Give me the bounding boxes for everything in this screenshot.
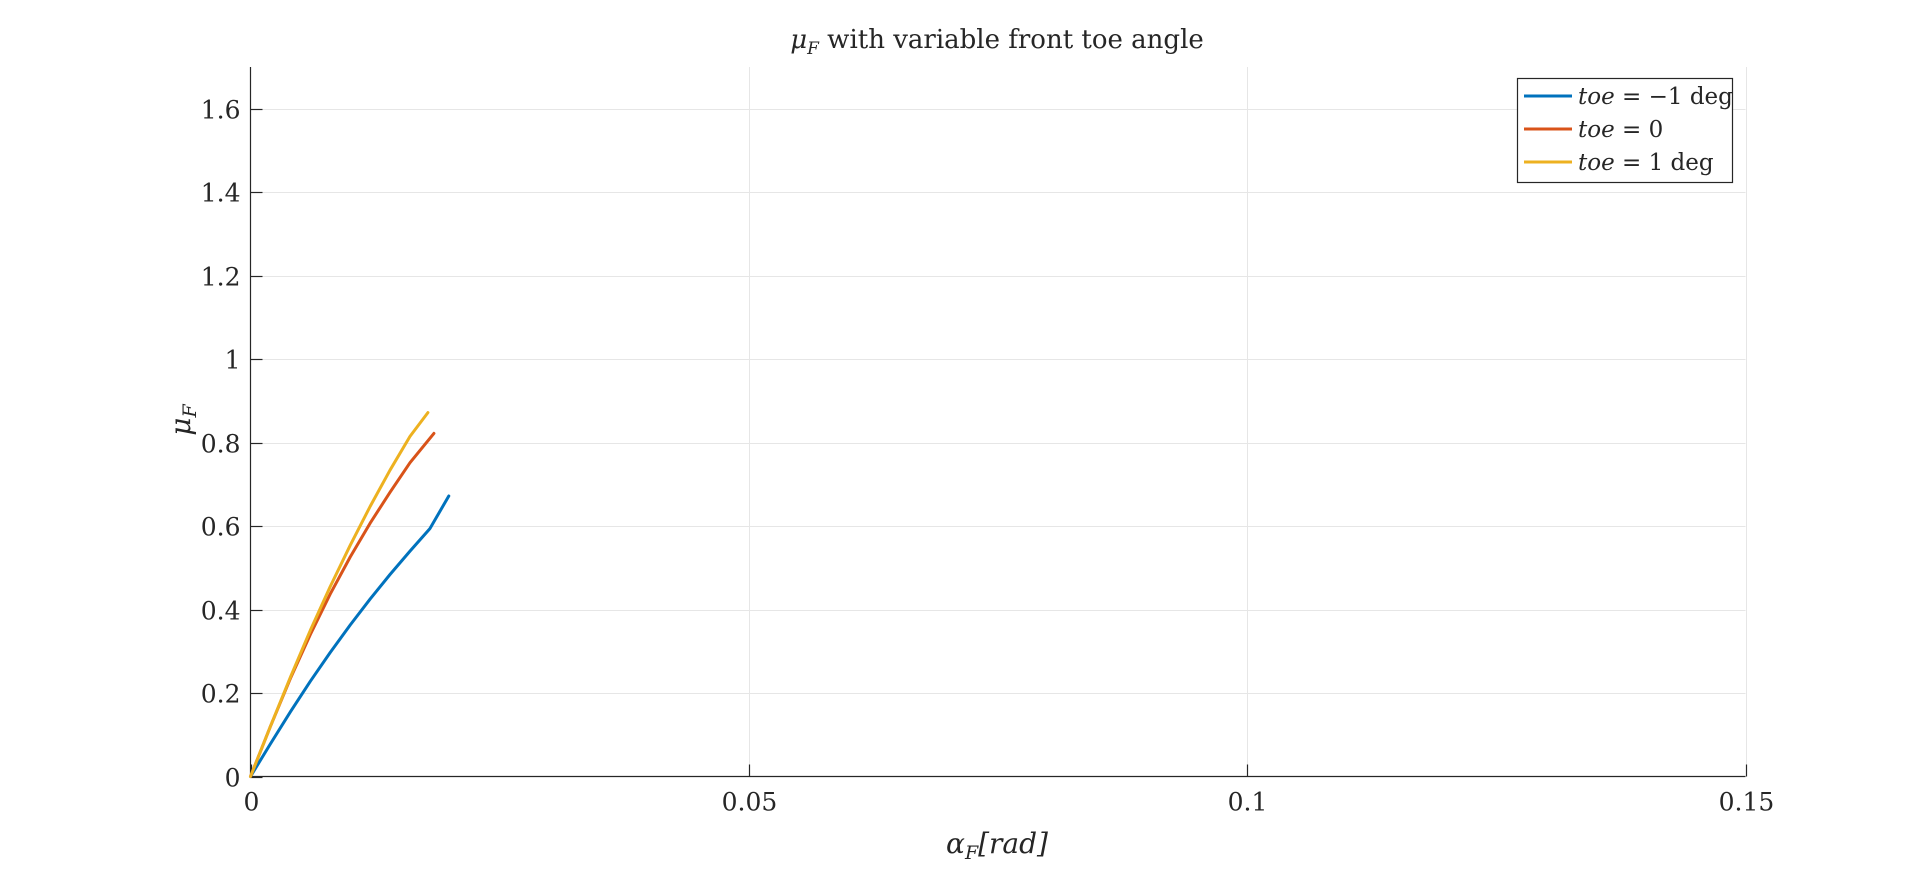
grid [250, 67, 1747, 777]
series-line-3 [249, 411, 430, 778]
y-tick-label: 0.4 [201, 597, 241, 626]
x-tick-label: 0.15 [1719, 788, 1775, 817]
x-tick-label: 0 [244, 788, 260, 817]
y-tick-label: 0 [225, 764, 241, 793]
chart-title: μF with variable front toe angle [790, 25, 1204, 59]
legend-label: toe = 1 deg [1578, 150, 1714, 176]
x-axis-label: αF[rad] [946, 827, 1048, 864]
y-ticks: 0 0.2 0.4 0.6 0.8 1 1.2 1.4 1.6 [201, 96, 263, 793]
y-tick-label: 1.4 [201, 179, 241, 208]
y-tick-label: 1 [225, 346, 241, 375]
y-tick-label: 0.8 [201, 430, 241, 459]
x-tick-label: 0.05 [722, 788, 778, 817]
legend-entry: toe = 0 [1524, 117, 1663, 143]
x-ticks: 0 0.05 0.1 0.15 [244, 764, 1775, 817]
axes [249, 67, 1746, 778]
legend-label: toe = 0 [1578, 117, 1663, 143]
y-axis-label: μF [164, 403, 201, 435]
series-line-2 [249, 431, 436, 778]
legend-label: toe = −1 deg [1578, 84, 1733, 110]
legend-entry: toe = −1 deg [1524, 84, 1733, 110]
legend: toe = −1 deg toe = 0 toe = 1 deg [1516, 77, 1733, 184]
legend-entry: toe = 1 deg [1524, 150, 1714, 176]
x-tick-label: 0.1 [1228, 788, 1268, 817]
y-tick-label: 0.6 [201, 513, 241, 542]
y-tick-label: 0.2 [201, 680, 241, 709]
y-tick-label: 1.2 [201, 263, 241, 292]
series-line-1 [249, 494, 451, 778]
y-tick-label: 1.6 [201, 96, 241, 125]
series [249, 411, 451, 778]
